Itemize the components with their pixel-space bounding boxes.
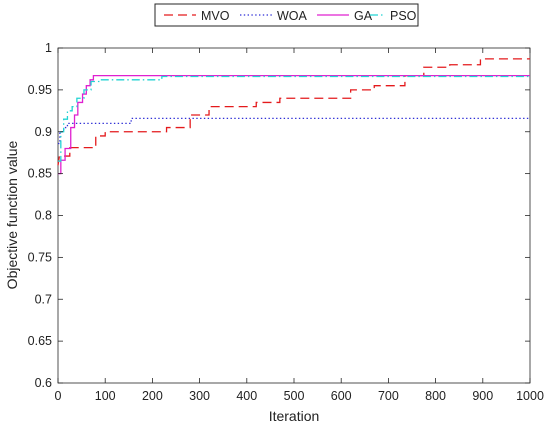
y-tick-label: 0.9 xyxy=(35,125,52,139)
x-tick-label: 300 xyxy=(189,389,210,403)
y-tick-label: 0.75 xyxy=(28,250,52,264)
series-line-mvo xyxy=(57,58,530,166)
x-tick-label: 500 xyxy=(284,389,305,403)
legend-label-woa: WOA xyxy=(277,9,308,23)
x-tick-label: 900 xyxy=(472,389,493,403)
y-axis-label: Objective function value xyxy=(4,140,20,289)
x-tick-label: 400 xyxy=(236,389,257,403)
y-tick-label: 0.6 xyxy=(35,376,52,390)
legend-label-mvo: MVO xyxy=(201,9,230,23)
plot-area xyxy=(57,47,531,384)
series-line-woa xyxy=(58,117,530,145)
legend-label-pso: PSO xyxy=(390,9,417,23)
legend-box xyxy=(154,3,419,27)
x-tick-label: 200 xyxy=(142,389,163,403)
legend-label-ga: GA xyxy=(354,9,373,23)
y-tick-label: 1 xyxy=(45,41,52,55)
y-tick-label: 0.65 xyxy=(28,334,52,348)
x-tick-label: 0 xyxy=(55,389,62,403)
x-axis-label: Iteration xyxy=(269,408,320,424)
x-tick-label: 600 xyxy=(331,389,352,403)
x-tick-label: 700 xyxy=(378,389,399,403)
y-tick-label: 0.95 xyxy=(28,83,52,97)
x-tick-label: 100 xyxy=(95,389,116,403)
y-tick-label: 0.7 xyxy=(35,292,52,306)
x-tick-label: 1000 xyxy=(516,389,544,403)
series-line-ga xyxy=(58,74,530,175)
y-tick-label: 0.8 xyxy=(35,209,52,223)
legend: MVO WOA GA PSO xyxy=(154,3,419,27)
series-layer xyxy=(57,58,530,175)
y-tick-label: 0.85 xyxy=(28,167,52,181)
series-line-pso xyxy=(58,75,530,162)
x-tick-label: 800 xyxy=(425,389,446,403)
tick-layer: 0 100 200 300 400 500 600 700 800 900 1000 0.6 0.65 0… xyxy=(28,41,544,403)
